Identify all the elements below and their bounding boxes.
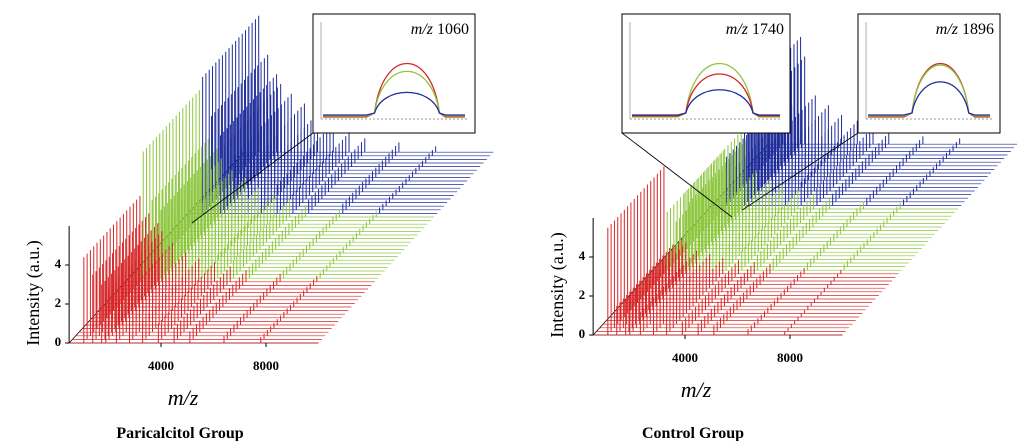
inset-label: m/z 1060 — [411, 21, 469, 38]
inset-curve — [868, 81, 990, 116]
spectrum-peaks — [89, 250, 268, 336]
y-tick-label: 0 — [579, 326, 586, 341]
spectrum-peaks — [666, 192, 845, 271]
inset-label-mz: 1060 — [437, 21, 469, 38]
spectrum-peaks — [93, 246, 272, 333]
spectrum-peaks — [146, 147, 324, 275]
inset-box — [857, 13, 1001, 134]
y-tick-label: 2 — [55, 295, 62, 310]
spectrum-peaks — [142, 151, 321, 279]
x-tick-label: 8000 — [777, 350, 803, 365]
spectrum-peaks — [617, 216, 796, 325]
inset-box — [621, 13, 791, 134]
spectrum-peaks — [673, 185, 852, 263]
inset-label: m/z 1896 — [936, 21, 994, 38]
inset-label: m/z 1740 — [726, 21, 784, 38]
x-tick-label: 4000 — [148, 358, 174, 373]
spectrum-peaks — [83, 257, 262, 343]
panel-title: Paricalcitol Group — [116, 425, 243, 441]
spectrum-peaks — [212, 66, 390, 203]
inset-label-prefix: m/z — [726, 21, 749, 38]
y-axis-label: Intensity (a.u.) — [547, 232, 568, 337]
spectrum-peaks — [86, 253, 265, 340]
spectrum-peaks — [208, 69, 387, 207]
panel-title: Control Group — [642, 425, 744, 441]
inset-box — [312, 13, 476, 134]
spectrum-peaks — [205, 73, 384, 210]
inset-curve — [632, 89, 780, 116]
y-tick-label: 4 — [55, 256, 62, 271]
spectrum-peaks — [607, 227, 786, 335]
inset-label-prefix: m/z — [936, 21, 959, 38]
x-axis-label: m/z — [168, 385, 199, 410]
inset-label-prefix: m/z — [411, 21, 434, 38]
spectrum-peaks — [202, 76, 381, 214]
x-tick-label: 8000 — [253, 358, 279, 373]
y-tick-label: 0 — [55, 334, 62, 349]
inset-connector — [191, 132, 314, 224]
y-axis-label: Intensity (a.u.) — [23, 240, 44, 345]
y-tick-label: 2 — [579, 287, 586, 302]
spectrum-peaks — [149, 144, 328, 271]
x-axis-label: m/z — [681, 377, 712, 402]
spectrum-peaks — [152, 140, 331, 268]
spectrum-peaks — [610, 224, 789, 332]
spectrum-peaks — [676, 181, 855, 260]
y-tick-label: 4 — [579, 248, 586, 263]
inset-connector — [621, 132, 733, 218]
spectrum-peaks — [670, 188, 848, 267]
x-tick-label: 4000 — [672, 350, 698, 365]
inset-label-mz: 1740 — [752, 21, 784, 38]
spectrum-peaks — [613, 220, 792, 328]
inset-curve — [323, 91, 465, 116]
inset-connector — [742, 132, 859, 211]
inset-label-mz: 1896 — [962, 21, 994, 38]
